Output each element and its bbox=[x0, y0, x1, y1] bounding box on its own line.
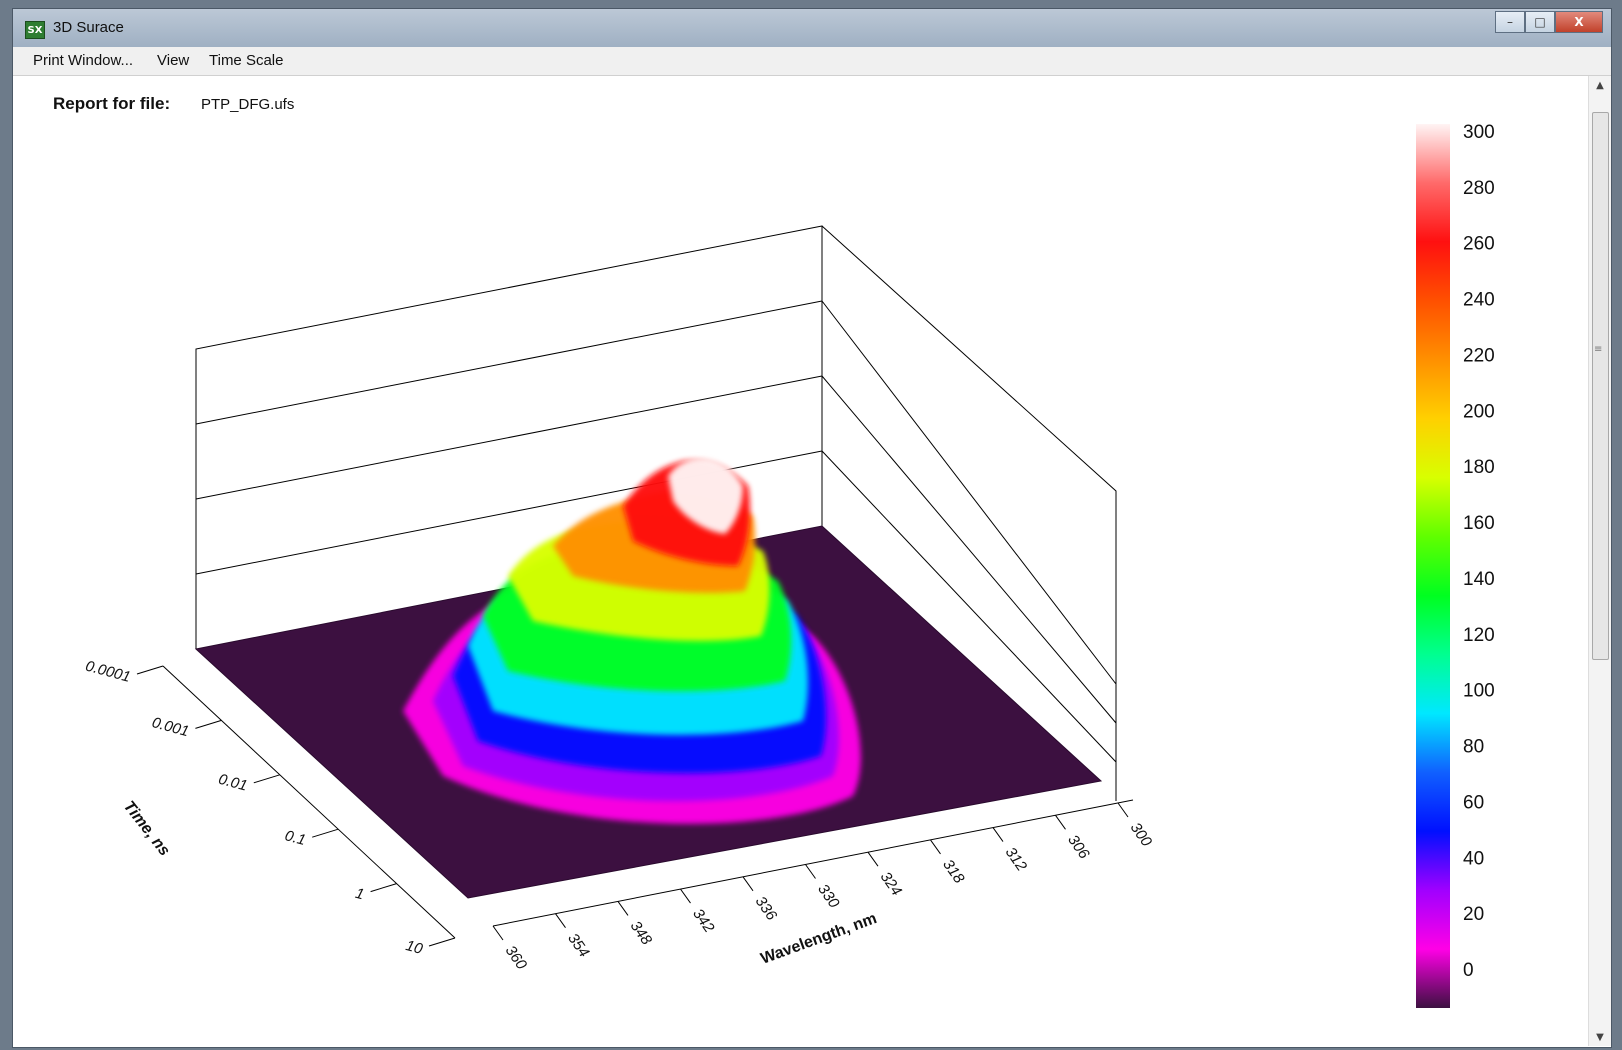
y-tick-label: 0.001 bbox=[150, 714, 191, 740]
colorbar: 3002802602402202001801601401201008060402… bbox=[1416, 122, 1495, 1008]
y-tick-label: 0.0001 bbox=[84, 658, 133, 686]
colorbar-tick-label: 100 bbox=[1463, 681, 1495, 702]
grid-line bbox=[821, 375, 1117, 724]
grid-line bbox=[195, 375, 823, 500]
minimize-button[interactable]: – bbox=[1495, 11, 1525, 33]
colorbar-tick-label: 280 bbox=[1463, 178, 1495, 199]
back-wall-right bbox=[821, 225, 1117, 801]
y-axis-title: Time, ns bbox=[120, 798, 173, 859]
y-tick bbox=[370, 883, 397, 893]
colorbar-tick-label: 140 bbox=[1463, 569, 1495, 590]
y-tick-label: 10 bbox=[404, 937, 425, 958]
scroll-down-icon[interactable]: ▼ bbox=[1596, 1031, 1604, 1043]
colorbar-tick-label: 160 bbox=[1463, 513, 1495, 534]
x-tick bbox=[680, 888, 691, 904]
colorbar-tick-label: 240 bbox=[1463, 290, 1495, 311]
x-tick-label: 306 bbox=[1064, 832, 1093, 863]
menu-print-window[interactable]: Print Window... bbox=[33, 52, 134, 69]
report-label: Report for file: bbox=[53, 94, 171, 113]
x-tick bbox=[492, 925, 504, 941]
app-window: SX 3D Surace – □ X Print Window... View … bbox=[12, 8, 1612, 1048]
y-tick-label: 0.01 bbox=[217, 771, 250, 795]
colorbar-tick-label: 120 bbox=[1463, 625, 1495, 646]
x-tick bbox=[1055, 815, 1066, 830]
colorbar-tick-label: 200 bbox=[1463, 401, 1495, 422]
x-tick bbox=[555, 913, 566, 928]
y-tick-label: 1 bbox=[354, 885, 366, 904]
y-tick-label: 0.1 bbox=[283, 827, 308, 849]
x-tick-label: 324 bbox=[877, 869, 905, 899]
colorbar-tick-label: 20 bbox=[1463, 904, 1484, 925]
menu-bar: Print Window... View Time Scale bbox=[13, 47, 1611, 76]
colorbar-tick-label: 60 bbox=[1463, 792, 1484, 813]
x-tick-label: 354 bbox=[564, 930, 592, 960]
colorbar-tick-label: 180 bbox=[1463, 457, 1495, 478]
x-tick-label: 318 bbox=[939, 856, 968, 887]
x-tick-label: 330 bbox=[814, 881, 843, 912]
x-tick-label: 312 bbox=[1002, 844, 1031, 875]
surface-band-300 bbox=[668, 457, 743, 534]
colorbar-tick-label: 260 bbox=[1463, 234, 1495, 255]
surface-plot: 360 354 348 342 336 330 324 318 312 306 300 Wavelen… bbox=[84, 122, 1495, 1008]
x-tick bbox=[867, 851, 879, 867]
x-tick bbox=[930, 839, 941, 855]
report-area: Report for file: PTP_DFG.ufs 360 354 348 34… bbox=[13, 76, 1541, 1046]
x-axis-line bbox=[492, 799, 1134, 927]
colorbar-tick-label: 220 bbox=[1463, 345, 1495, 366]
colorbar-gradient bbox=[1416, 124, 1450, 1008]
y-tick bbox=[136, 665, 164, 675]
y-tick bbox=[312, 828, 339, 838]
x-tick-label: 336 bbox=[752, 893, 781, 924]
x-tick-label: 300 bbox=[1127, 820, 1156, 851]
colorbar-tick-label: 80 bbox=[1463, 737, 1484, 758]
menu-time-scale[interactable]: Time Scale bbox=[209, 52, 284, 69]
x-tick-label: 348 bbox=[627, 918, 656, 949]
x-tick bbox=[992, 827, 1004, 842]
report-filename: PTP_DFG.ufs bbox=[201, 96, 295, 113]
y-tick bbox=[253, 774, 280, 784]
grid-line bbox=[821, 300, 1117, 685]
close-button[interactable]: X bbox=[1555, 11, 1603, 33]
grid-line bbox=[195, 300, 823, 425]
x-tick bbox=[742, 876, 754, 892]
x-tick bbox=[617, 901, 629, 916]
title-bar[interactable]: SX 3D Surace – □ X bbox=[13, 9, 1611, 48]
scroll-grip-icon: ≡ bbox=[1594, 344, 1603, 355]
y-axis-line bbox=[162, 665, 456, 939]
colorbar-tick-label: 0 bbox=[1463, 960, 1474, 981]
x-tick-label: 342 bbox=[689, 906, 718, 937]
scroll-up-icon[interactable]: ▲ bbox=[1596, 79, 1604, 91]
x-tick-label: 360 bbox=[502, 943, 531, 974]
surface-peak bbox=[403, 457, 861, 824]
colorbar-tick-label: 300 bbox=[1463, 122, 1495, 143]
maximize-button[interactable]: □ bbox=[1525, 11, 1555, 33]
vertical-scrollbar[interactable]: ▲ ≡ ▼ bbox=[1588, 76, 1611, 1046]
y-tick bbox=[195, 719, 222, 729]
x-tick bbox=[1117, 802, 1129, 818]
scroll-thumb[interactable] bbox=[1592, 112, 1609, 660]
colorbar-tick-label: 40 bbox=[1463, 848, 1484, 869]
grid-line bbox=[821, 450, 1117, 763]
app-icon: SX bbox=[25, 21, 45, 39]
x-tick bbox=[805, 864, 816, 879]
y-tick bbox=[428, 937, 456, 947]
x-axis-title: Wavelength, nm bbox=[759, 910, 880, 968]
menu-view[interactable]: View bbox=[157, 52, 190, 69]
window-title: 3D Surace bbox=[53, 19, 124, 36]
